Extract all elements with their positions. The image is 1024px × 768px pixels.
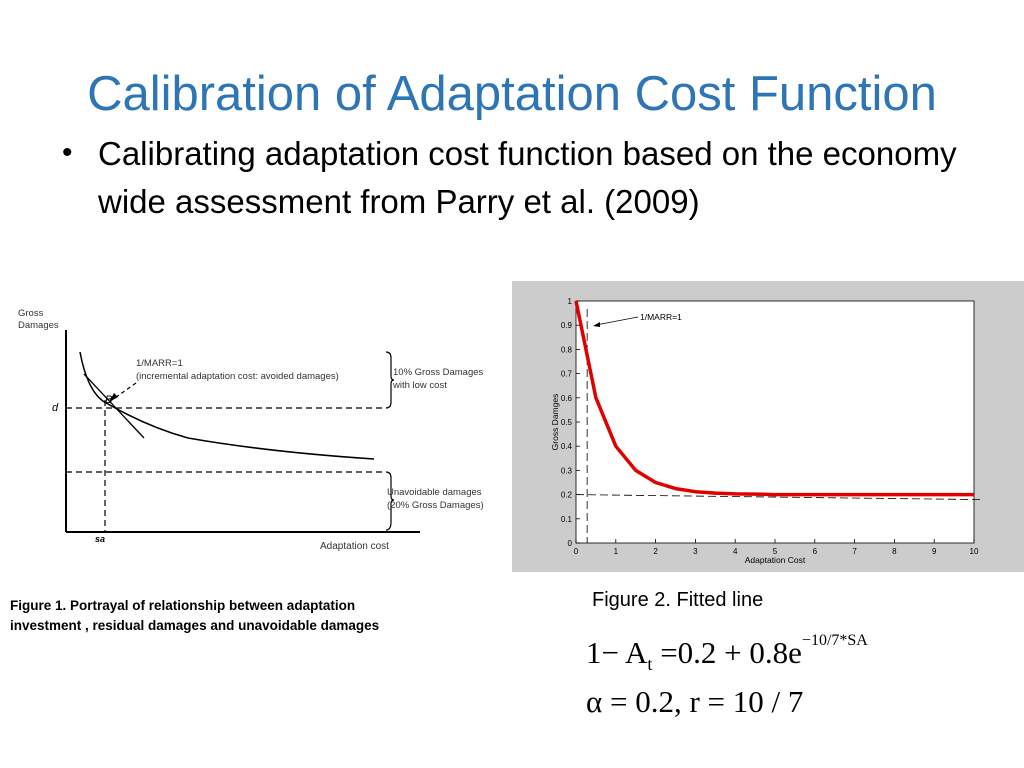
equation-2: α = 0.2, r = 10 / 7 [586,684,804,719]
figure-2-chart: 0 1 2 3 4 5 6 7 8 9 10 0 0.1 0.2 0.3 0.4 0.5 0.6 0.7 0.8 0.… [512,281,1024,572]
x-tick-label: 6 [813,547,818,556]
plot-area [575,300,975,544]
y-tick-label: 0.6 [561,394,573,403]
fig1-damage-curve [79,351,375,460]
fig1-x-label: Adaptation cost [320,541,389,552]
fig1-gross-note-2: with low cost [392,380,447,391]
eq1-exponent: −10/7*SA [801,632,868,649]
eq1-rhs: =0.2 + 0.8e [652,635,802,670]
reference-line-horizontal [575,494,981,500]
series-line-fitted [574,300,974,497]
fig1-unavoidable-1: Unavoidable damages [387,487,482,498]
y-tick-label: 0.4 [561,442,573,451]
x-tick-label: 5 [773,547,778,556]
fig1-brace-gross [385,351,395,409]
y-tick-label: 0.3 [561,466,573,475]
y-tick-label: 1 [568,297,573,306]
fig1-unavoidable-2: (20% Gross Damages) [387,500,484,511]
figure-2-caption: Figure 2. Fitted line [592,589,764,611]
fig1-marr-note: (incremental adaptation cost: avoided da… [136,371,339,382]
y-tick-label: 0.8 [561,345,573,354]
fig1-sa-label: sa [95,534,105,544]
y-tick-label: 0.7 [561,370,573,379]
figure-1-diagram: Gross Damages Adaptation cost B d sa 1/M… [18,308,484,552]
fig1-d-label: d [52,402,59,414]
fig1-marr-label: 1/MARR=1 [136,358,183,369]
bullet-text: Calibrating adaptation cost function bas… [98,135,957,220]
fig1-tangent-line [83,373,145,439]
x-tick-label: 8 [892,547,897,556]
fig1-point-b: B [105,394,112,406]
x-tick-label: 1 [614,547,619,556]
x-tick-label: 2 [653,547,658,556]
eq1-subscript: t [647,654,653,675]
y-tick-label: 0 [568,539,573,548]
x-tick-label: 7 [852,547,857,556]
series-group [574,300,974,497]
y-tick-group: 0 0.1 0.2 0.3 0.4 0.5 0.6 0.7 0.8 0.9 1 [561,297,580,548]
chart-annotation-arrow [595,316,639,326]
x-tick-label: 0 [574,547,579,556]
y-tick-label: 0.9 [561,321,573,330]
fig1-brace-unavoidable [385,471,395,531]
figure-1-caption-line-1: Figure 1. Portrayal of relationship betw… [10,598,356,613]
x-tick-label: 3 [693,547,698,556]
x-tick-label: 10 [970,547,979,556]
fig1-gross-note-1: 10% Gross Damages [393,367,484,378]
x-tick-group: 0 1 2 3 4 5 6 7 8 9 10 [574,539,979,556]
chart-annotation: 1/MARR=1 [640,312,682,322]
chart-annotation-arrowhead [593,322,600,327]
fig1-y-label-1: Gross [18,308,44,319]
y-tick-label: 0.2 [561,491,573,500]
x-tick-label: 9 [932,547,937,556]
bullet-point: • Calibrating adaptation cost function b… [62,130,958,226]
equation-1: 1− At =0.2 + 0.8e−10/7*SA [586,632,868,675]
figure-1-caption: Figure 1. Portrayal of relationship betw… [10,596,440,636]
eq1-lhs: 1− A [586,635,648,670]
fig1-marr-arrowhead [109,393,118,402]
chart-y-label: Gross Damges [550,394,560,451]
bullet-symbol: • [62,136,73,169]
figure-1-caption-line-2: investment , residual damages and unavoi… [10,618,380,633]
slide-title: Calibration of Adaptation Cost Function [87,67,937,121]
y-tick-label: 0.1 [561,515,573,524]
x-tick-label: 4 [733,547,738,556]
y-tick-label: 0.5 [561,418,573,427]
chart-x-label: Adaptation Cost [745,555,806,565]
fig1-y-label-2: Damages [18,320,59,331]
